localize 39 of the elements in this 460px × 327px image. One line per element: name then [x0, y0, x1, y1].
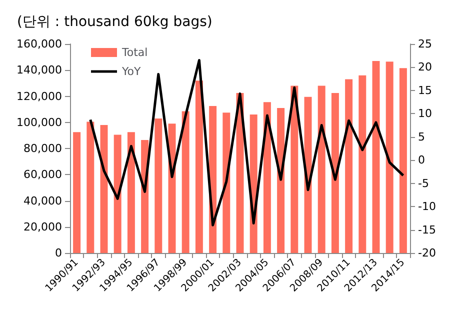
bar: [154, 118, 162, 253]
legend-label: YoY: [121, 65, 141, 78]
y2-tick-label: 0: [418, 154, 425, 167]
y-tick-label: 160,000: [16, 38, 62, 50]
bar: [399, 68, 407, 253]
bar: [114, 134, 122, 253]
bar: [331, 92, 339, 253]
y-tick-label: 60,000: [24, 168, 62, 182]
bar: [318, 86, 326, 253]
bar: [358, 75, 366, 253]
bar: [86, 122, 94, 253]
y2-tick-label: 25: [418, 38, 432, 50]
y-tick-label: 20,000: [24, 220, 62, 234]
y-tick-label: 0: [55, 246, 62, 260]
y-tick-label: 40,000: [24, 194, 62, 208]
bar: [195, 80, 203, 253]
bar: [345, 79, 353, 253]
y-tick-label: 120,000: [16, 90, 62, 103]
line-series: [89, 59, 404, 226]
y-tick-label: 100,000: [16, 116, 62, 129]
y2-tick-label: 10: [418, 107, 432, 120]
y-tick-label: 80,000: [24, 142, 62, 155]
bar: [127, 132, 135, 253]
y2-tick-label: -5: [418, 176, 429, 190]
bar: [222, 112, 230, 253]
y2-tick-label: -20: [418, 246, 436, 260]
legend-label: Total: [121, 46, 148, 59]
y2-tick-label: -10: [418, 200, 436, 214]
y2-tick-label: 20: [418, 60, 432, 74]
bar: [386, 62, 394, 253]
bar: [73, 132, 81, 253]
bar: [182, 111, 190, 253]
bar: [372, 60, 380, 253]
chart-title: (단위 : thousand 60kg bags): [17, 14, 212, 30]
y2-tick-label: 5: [418, 130, 425, 144]
y2-tick-label: -15: [418, 223, 436, 236]
bar: [277, 108, 285, 253]
y-tick-label: 140,000: [16, 64, 62, 77]
y2-tick-label: 15: [418, 84, 432, 97]
